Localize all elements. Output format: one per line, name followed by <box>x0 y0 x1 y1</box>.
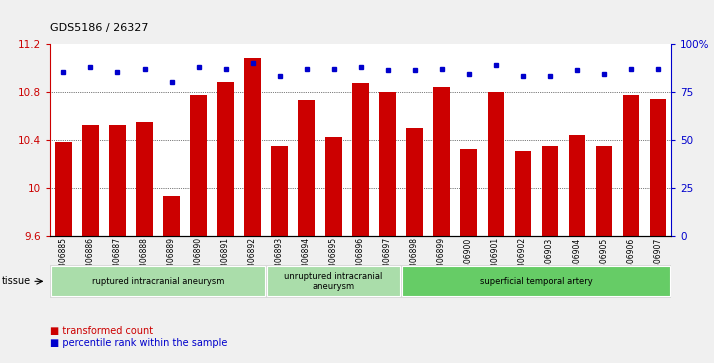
Bar <box>82 125 99 236</box>
Bar <box>218 82 233 236</box>
Text: GDS5186 / 26327: GDS5186 / 26327 <box>50 23 149 33</box>
Bar <box>271 146 288 236</box>
Bar <box>244 58 261 236</box>
Bar <box>136 122 153 236</box>
Text: ruptured intracranial aneurysm: ruptured intracranial aneurysm <box>92 277 224 286</box>
Bar <box>379 91 396 236</box>
Bar <box>109 125 126 236</box>
Bar <box>433 87 450 236</box>
Bar <box>164 196 180 236</box>
Bar <box>191 95 206 236</box>
Bar <box>403 266 670 296</box>
Bar <box>51 266 265 296</box>
Bar <box>623 95 639 236</box>
Text: tissue: tissue <box>1 276 31 286</box>
Bar <box>298 100 315 236</box>
Bar <box>541 146 558 236</box>
Bar <box>326 137 342 236</box>
Bar <box>515 151 531 236</box>
Bar <box>568 135 585 236</box>
Text: unruptured intracranial
aneurysm: unruptured intracranial aneurysm <box>284 272 383 291</box>
Text: ■ transformed count: ■ transformed count <box>50 326 153 336</box>
Bar <box>267 266 400 296</box>
Text: superficial temporal artery: superficial temporal artery <box>480 277 593 286</box>
Bar <box>406 128 423 236</box>
Bar <box>650 99 665 236</box>
Bar <box>488 91 503 236</box>
Text: ■ percentile rank within the sample: ■ percentile rank within the sample <box>50 338 227 348</box>
Bar <box>461 149 477 236</box>
Bar <box>595 146 612 236</box>
Bar <box>56 142 71 236</box>
Bar <box>353 83 368 236</box>
